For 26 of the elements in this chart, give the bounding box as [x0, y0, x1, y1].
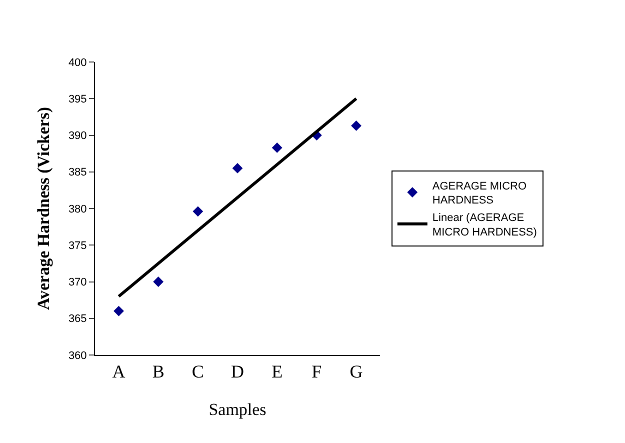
point	[232, 163, 243, 174]
point	[153, 276, 164, 287]
y-tick-label: 385	[68, 166, 87, 179]
y-tick-label: 400	[68, 56, 87, 69]
point	[351, 120, 362, 131]
x-tick-label: G	[350, 362, 363, 382]
y-tick-label: 360	[68, 350, 87, 362]
x-tick-label: B	[152, 362, 164, 382]
y-axis-title: Average Hardness (Vickers)	[34, 106, 53, 310]
x-tick-label: C	[192, 362, 204, 382]
y-tick-label: 390	[68, 130, 87, 142]
y-tick-label: 375	[68, 240, 87, 252]
point	[192, 206, 204, 217]
y-tick-label: 380	[68, 203, 87, 216]
x-tick-label: F	[312, 362, 322, 382]
y-tick-label: 370	[68, 276, 87, 289]
y-tick-label: 365	[68, 313, 87, 326]
x-tick-label: A	[112, 362, 126, 382]
point	[272, 142, 282, 153]
x-axis-title: Samples	[208, 400, 266, 419]
legend-label: Linear (AGERAGE MICRO HARDNESS)	[432, 212, 537, 238]
y-tick-label: 395	[68, 93, 87, 106]
x-tick-label: E	[272, 362, 283, 382]
legend-label: AGERAGE MICRO HARDNESS	[432, 180, 527, 207]
point	[114, 306, 124, 316]
x-tick-label: D	[231, 362, 244, 382]
